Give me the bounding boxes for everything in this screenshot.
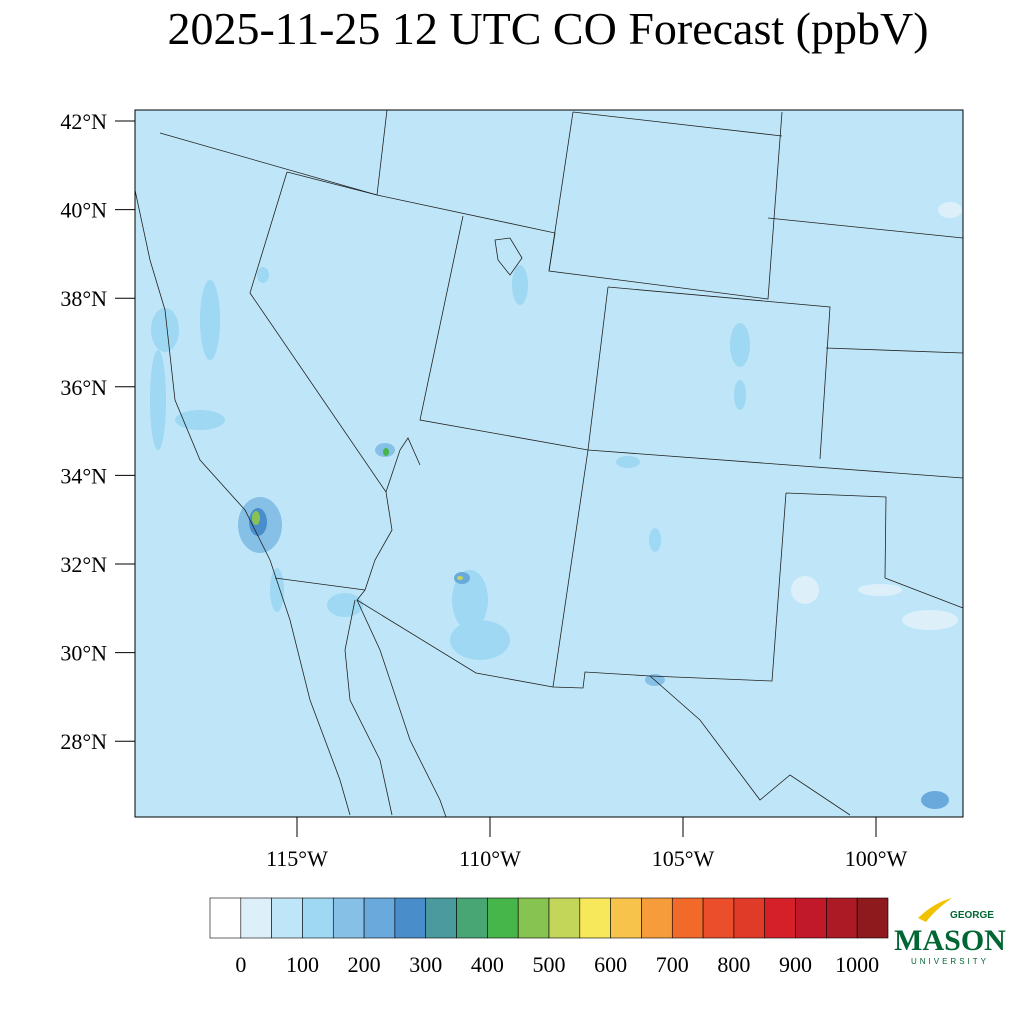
colorbar-label: 1000 bbox=[835, 952, 879, 977]
lat-tick-label: 34°N bbox=[60, 463, 107, 488]
colorbar-label: 400 bbox=[471, 952, 504, 977]
logo-bottom: UNIVERSITY bbox=[911, 957, 989, 966]
colorbar-box bbox=[425, 897, 457, 939]
colorbar-box bbox=[610, 897, 642, 939]
colorbar-box bbox=[456, 897, 488, 939]
colorbar-box bbox=[671, 897, 704, 939]
lat-tick-label: 30°N bbox=[60, 641, 107, 666]
lat-tick-label: 28°N bbox=[60, 729, 107, 754]
colorbar-label: 300 bbox=[409, 952, 442, 977]
colorbar-box bbox=[302, 897, 334, 939]
colorbar-box bbox=[240, 897, 272, 939]
lon-tick-label: 105°W bbox=[652, 846, 715, 871]
colorbar-box bbox=[579, 897, 611, 939]
lat-tick-label: 40°N bbox=[60, 198, 107, 223]
boundaries bbox=[134, 109, 964, 818]
lat-tick-label: 32°N bbox=[60, 552, 107, 577]
colorbar-box bbox=[733, 897, 766, 939]
colorbar-box bbox=[826, 897, 858, 939]
map: 42°N 40°N 38°N 36°N 34°N 32°N 30°N 28°N 115°W 110… bbox=[60, 109, 964, 871]
colorbar-label: 900 bbox=[779, 952, 812, 977]
map-frame bbox=[134, 109, 964, 818]
colorbar-box bbox=[548, 897, 581, 939]
colorbar-box bbox=[332, 897, 365, 939]
map-background bbox=[135, 110, 963, 817]
colorbar-box bbox=[856, 897, 889, 939]
colorbar-box bbox=[764, 897, 796, 939]
logo: GEORGE MASON UNIVERSITY bbox=[894, 898, 1006, 966]
colorbar-label: 200 bbox=[348, 952, 381, 977]
colorbar-box bbox=[702, 897, 735, 939]
colorbar-box bbox=[795, 897, 827, 939]
lon-tick-label: 110°W bbox=[459, 846, 521, 871]
colorbar-label: 0 bbox=[235, 952, 246, 977]
colorbar-label: 800 bbox=[717, 952, 750, 977]
colorbar-box bbox=[271, 897, 303, 939]
lat-tick-label: 42°N bbox=[60, 109, 107, 134]
lat-tick-label: 36°N bbox=[60, 375, 107, 400]
colorbar-box bbox=[517, 897, 550, 939]
lat-tick-label: 38°N bbox=[60, 286, 107, 311]
logo-swoosh bbox=[918, 898, 952, 922]
logo-top: GEORGE bbox=[950, 910, 994, 921]
colorbar-box bbox=[641, 897, 673, 939]
colorbar-label: 700 bbox=[656, 952, 689, 977]
colorbar: 0 100 200 300 400 500 600 700 800 900 1000 bbox=[209, 897, 889, 977]
plume-patches bbox=[150, 202, 962, 809]
lon-tick-label: 100°W bbox=[845, 846, 908, 871]
colorbar-label: 500 bbox=[533, 952, 566, 977]
colorbar-box bbox=[487, 897, 519, 939]
colorbar-box bbox=[209, 897, 242, 939]
lon-tick-label: 115°W bbox=[266, 846, 328, 871]
colorbar-box bbox=[363, 897, 396, 939]
title: 2025-11-25 12 UTC CO Forecast (ppbV) bbox=[167, 3, 928, 54]
colorbar-label: 600 bbox=[594, 952, 627, 977]
colorbar-label: 100 bbox=[286, 952, 319, 977]
logo-name: MASON bbox=[894, 924, 1006, 957]
axis-ticks: 42°N 40°N 38°N 36°N 34°N 32°N 30°N 28°N 115°W 110… bbox=[60, 109, 907, 871]
colorbar-box bbox=[394, 897, 427, 939]
